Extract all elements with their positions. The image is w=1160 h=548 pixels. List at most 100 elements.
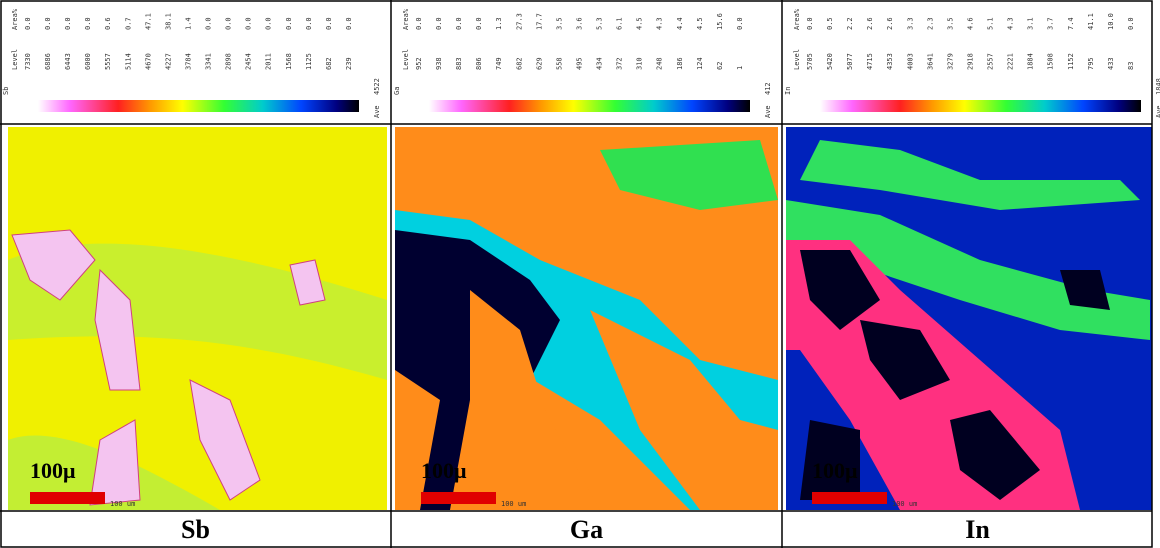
level-value: 83 bbox=[1127, 62, 1135, 70]
area-value: 0.0 bbox=[24, 17, 32, 30]
level-value: 372 bbox=[616, 57, 624, 70]
area-value: 3.5 bbox=[946, 17, 954, 30]
ave-value: 412 bbox=[764, 82, 772, 95]
level-value: 433 bbox=[1107, 57, 1115, 70]
color-bar bbox=[429, 100, 750, 112]
area-value: 4.5 bbox=[696, 17, 704, 30]
ave-value: 4522 bbox=[373, 78, 381, 95]
area-value: 0.0 bbox=[806, 17, 814, 30]
level-value: 2557 bbox=[987, 53, 995, 70]
level-value: 62 bbox=[716, 62, 724, 70]
level-value: 5420 bbox=[826, 53, 834, 70]
area-value: 3.6 bbox=[575, 17, 583, 30]
level-value: 4003 bbox=[906, 53, 914, 70]
level-value: 5114 bbox=[124, 53, 132, 70]
level-value: 6886 bbox=[44, 53, 52, 70]
scale-label: 100μ bbox=[812, 458, 858, 483]
level-value: 434 bbox=[596, 57, 604, 70]
level-value: 495 bbox=[575, 57, 583, 70]
level-value: 6443 bbox=[64, 53, 72, 70]
area-value: 0.0 bbox=[736, 17, 744, 30]
area-header: Area% bbox=[793, 8, 801, 30]
area-value: 0.6 bbox=[104, 17, 112, 30]
scale-small: 100 um bbox=[501, 500, 526, 508]
sb-map bbox=[8, 127, 387, 510]
area-value: 1.4 bbox=[184, 17, 192, 30]
level-value: 5077 bbox=[846, 53, 854, 70]
ave-label: Ave bbox=[1155, 105, 1160, 118]
area-value: 4.4 bbox=[676, 17, 684, 30]
level-value: 883 bbox=[455, 57, 463, 70]
area-value: 3.5 bbox=[555, 17, 563, 30]
element-label: In bbox=[965, 515, 990, 544]
area-value: 0.0 bbox=[84, 17, 92, 30]
level-value: 186 bbox=[676, 57, 684, 70]
scale-small: 100 um bbox=[892, 500, 917, 508]
ave-label: Ave bbox=[373, 105, 381, 118]
level-value: 1568 bbox=[285, 53, 293, 70]
level-value: 5705 bbox=[806, 53, 814, 70]
level-value: 4227 bbox=[164, 53, 172, 70]
area-value: 0.0 bbox=[435, 17, 443, 30]
level-value: 4715 bbox=[866, 53, 874, 70]
level-value: 248 bbox=[656, 57, 664, 70]
area-value: 0.0 bbox=[325, 17, 333, 30]
area-value: 15.6 bbox=[716, 13, 724, 30]
level-value: 558 bbox=[555, 57, 563, 70]
scale-label: 100μ bbox=[421, 458, 467, 483]
level-value: 1508 bbox=[1047, 53, 1055, 70]
level-value: 2454 bbox=[245, 53, 253, 70]
scale-bar bbox=[30, 492, 105, 504]
level-value: 3784 bbox=[184, 53, 192, 70]
element-label: Ga bbox=[570, 515, 603, 544]
level-header: Level bbox=[402, 49, 410, 70]
level-value: 1 bbox=[736, 66, 744, 70]
level-value: 4670 bbox=[144, 53, 152, 70]
level-value: 2011 bbox=[265, 53, 273, 70]
level-value: 1125 bbox=[305, 53, 313, 70]
area-value: 0.0 bbox=[475, 17, 483, 30]
area-value: 0.0 bbox=[455, 17, 463, 30]
area-value: 0.0 bbox=[205, 17, 213, 30]
area-value: 0.0 bbox=[415, 17, 423, 30]
area-value: 4.5 bbox=[636, 17, 644, 30]
level-value: 682 bbox=[325, 57, 333, 70]
level-value: 310 bbox=[636, 57, 644, 70]
element-header: In bbox=[784, 87, 792, 95]
area-value: 7.4 bbox=[1067, 17, 1075, 30]
level-value: 5557 bbox=[104, 53, 112, 70]
in-map bbox=[786, 127, 1152, 510]
area-header: Area% bbox=[402, 8, 410, 30]
level-value: 2918 bbox=[966, 53, 974, 70]
level-value: 4353 bbox=[886, 53, 894, 70]
level-value: 6000 bbox=[84, 53, 92, 70]
level-value: 952 bbox=[415, 57, 423, 70]
level-value: 124 bbox=[696, 57, 704, 70]
area-value: 0.0 bbox=[305, 17, 313, 30]
area-value: 4.3 bbox=[656, 17, 664, 30]
area-value: 2.3 bbox=[926, 17, 934, 30]
level-header: Level bbox=[793, 49, 801, 70]
area-value: 0.7 bbox=[124, 17, 132, 30]
color-bar bbox=[820, 100, 1141, 112]
area-value: 0.0 bbox=[225, 17, 233, 30]
area-value: 2.6 bbox=[866, 17, 874, 30]
area-value: 6.1 bbox=[616, 17, 624, 30]
element-header: Sb bbox=[2, 87, 10, 95]
level-value: 3641 bbox=[926, 53, 934, 70]
level-header: Level bbox=[11, 49, 19, 70]
area-value: 0.0 bbox=[285, 17, 293, 30]
level-value: 2221 bbox=[1007, 53, 1015, 70]
level-value: 749 bbox=[495, 57, 503, 70]
level-value: 629 bbox=[535, 57, 543, 70]
area-value: 1.3 bbox=[495, 17, 503, 30]
scale-label: 100μ bbox=[30, 458, 76, 483]
level-value: 806 bbox=[475, 57, 483, 70]
level-value: 7330 bbox=[24, 53, 32, 70]
element-label: Sb bbox=[181, 515, 210, 544]
area-value: 17.7 bbox=[535, 13, 543, 30]
ave-label: Ave bbox=[764, 105, 772, 118]
level-value: 1884 bbox=[1027, 53, 1035, 70]
area-value: 5.3 bbox=[596, 17, 604, 30]
area-value: 27.3 bbox=[515, 13, 523, 30]
